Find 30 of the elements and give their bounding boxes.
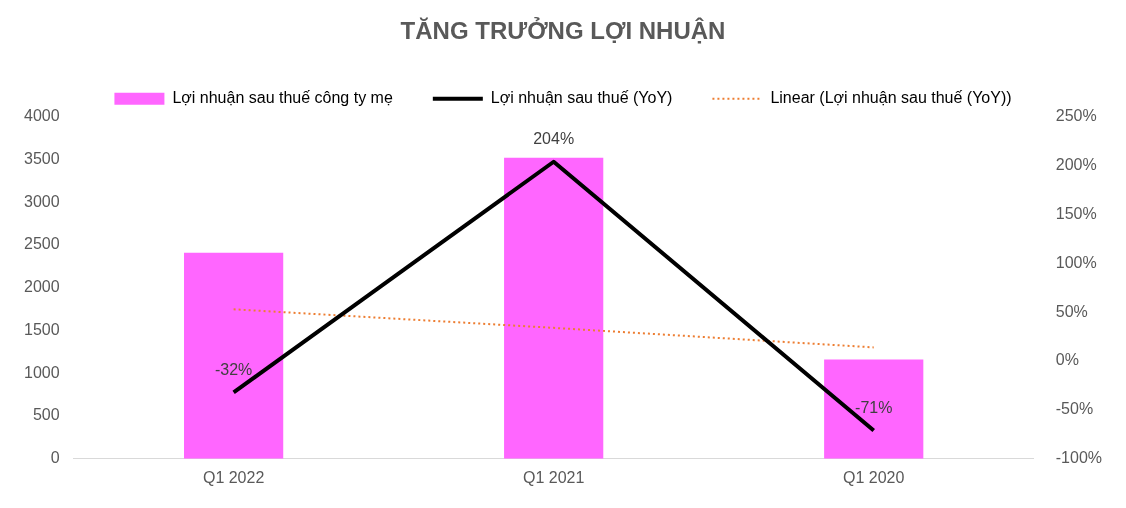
y2-tick-label: -100%: [1055, 449, 1102, 467]
chart-title: TĂNG TRƯỞNG LỢI NHUẬN: [400, 16, 726, 45]
bar: [184, 252, 284, 459]
bar: [504, 157, 604, 459]
y-tick-label: 500: [32, 406, 60, 424]
x-tick-label: Q1 2022: [202, 468, 265, 486]
x-tick-label: Q1 2021: [522, 468, 585, 486]
legend-label: Lợi nhuận sau thuế (YoY): [490, 89, 673, 107]
y-tick-label: 3000: [24, 192, 60, 210]
y2-tick-label: 150%: [1055, 204, 1097, 222]
y-tick-label: 2500: [24, 235, 60, 253]
legend-label: Linear (Lợi nhuận sau thuế (YoY)): [770, 89, 1012, 107]
y-tick-label: 0: [50, 449, 60, 467]
y-tick-label: 4000: [24, 107, 60, 125]
y2-tick-label: -50%: [1055, 400, 1094, 418]
y-tick-label: 2000: [24, 278, 60, 296]
bar: [824, 359, 924, 459]
data-label: -32%: [214, 360, 253, 378]
y-tick-label: 1500: [24, 320, 60, 338]
data-label: 204%: [533, 130, 575, 148]
y-tick-label: 3500: [24, 149, 60, 167]
y2-tick-label: 0%: [1055, 351, 1079, 369]
data-label: -71%: [855, 398, 893, 416]
y2-tick-label: 250%: [1055, 107, 1097, 125]
y2-tick-label: 50%: [1055, 302, 1088, 320]
y2-tick-label: 200%: [1055, 156, 1097, 174]
x-tick-label: Q1 2020: [843, 468, 905, 486]
y-tick-label: 1000: [24, 363, 60, 381]
legend-label: Lợi nhuận sau thuế công ty mẹ: [172, 89, 393, 107]
y2-tick-label: 100%: [1055, 253, 1097, 271]
